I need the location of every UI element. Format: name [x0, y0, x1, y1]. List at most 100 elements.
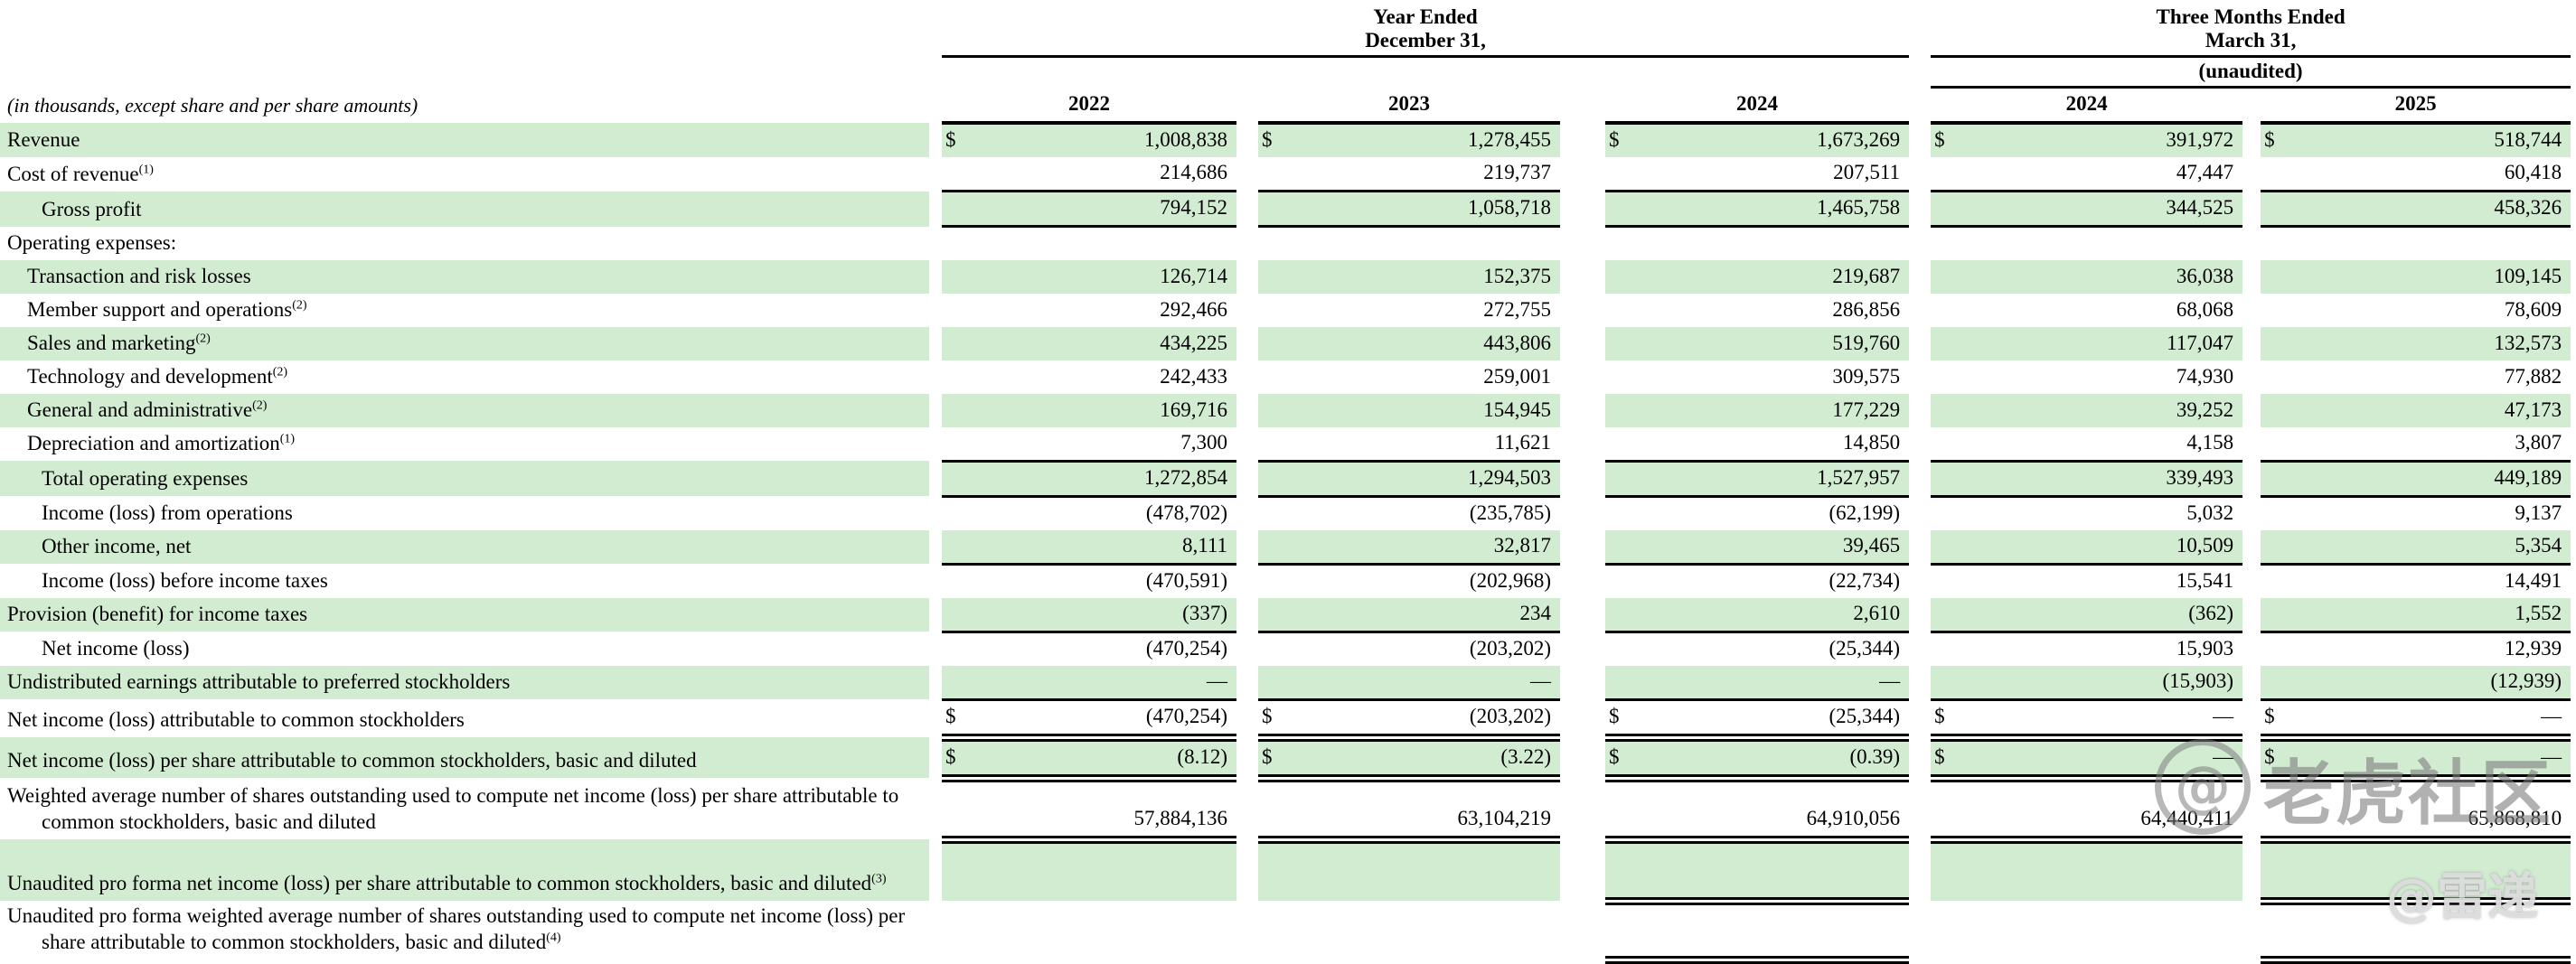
cell-value: —: [2293, 737, 2571, 782]
cell-value: (202,968): [1469, 568, 1551, 592]
column-gutter: [1236, 699, 1258, 737]
cell-value: 1,058,718: [1291, 191, 1560, 228]
dollar-sign: $: [1605, 699, 1638, 742]
cell-value: [1963, 901, 2242, 959]
footnote-marker: (4): [546, 931, 561, 945]
right-margin: [2571, 192, 2576, 227]
dollar-sign: [1931, 901, 1963, 959]
row-label-text: Weighted average number of shares outsta…: [7, 784, 899, 833]
column-gutter: [929, 192, 942, 227]
column-gutter: [1236, 839, 1258, 901]
cell-value: 152,375: [1291, 259, 1560, 294]
column-gutter: [1236, 294, 1258, 327]
column-gutter: [1909, 394, 1931, 427]
column-gutter: [929, 632, 942, 666]
column-gutter: [929, 530, 942, 565]
cell-value: 10,509: [1963, 529, 2243, 566]
column-gutter: [1560, 598, 1605, 632]
column-gutter: [1909, 327, 1931, 360]
column-gutter: [1236, 666, 1258, 700]
dollar-sign: [942, 360, 974, 394]
dollar-sign: [2261, 597, 2294, 633]
dollar-sign: [1258, 157, 1291, 192]
column-gutter: [1909, 564, 1931, 598]
column-gutter: [1909, 632, 1931, 666]
cell-value: 518,744: [2293, 123, 2571, 157]
dollar-sign: $: [1258, 737, 1291, 782]
cell-value: 234: [1291, 597, 1560, 633]
cell-value: 1,294,503: [1291, 461, 1560, 498]
table-row: Weighted average number of shares outsta…: [0, 778, 2576, 844]
row-label-text: Undistributed earnings attributable to p…: [7, 670, 511, 693]
cell-value: —: [974, 665, 1236, 701]
column-gutter: [929, 839, 942, 901]
right-margin: [2571, 87, 2576, 123]
dollar-sign: $: [1605, 123, 1638, 157]
cell-value: 339,493: [1963, 461, 2243, 498]
column-gutter: [1560, 461, 1605, 496]
column-gutter: [1909, 56, 1931, 87]
dollar-sign: [2261, 393, 2294, 427]
dollar-sign: [942, 393, 974, 427]
column-gutter: [1236, 327, 1258, 360]
dollar-sign: [1931, 632, 1963, 666]
dollar-sign: $: [942, 737, 974, 782]
cell-value: 242,433: [1160, 364, 1227, 388]
column-gutter: [2242, 394, 2261, 427]
dollar-sign: [1931, 461, 1964, 498]
row-label: Unaudited pro forma net income (loss) pe…: [0, 839, 929, 901]
column-gutter: [2242, 901, 2261, 959]
right-margin: [2571, 123, 2576, 157]
dollar-sign: [1605, 393, 1638, 427]
column-gutter: [2242, 87, 2261, 123]
dollar-sign: [1931, 564, 1963, 598]
row-label-text: Provision (benefit) for income taxes: [7, 603, 308, 625]
dollar-sign: [1258, 191, 1291, 228]
dollar-sign: [1605, 326, 1638, 360]
column-gutter: [929, 157, 942, 192]
cell-value: 68,068: [2176, 297, 2234, 321]
right-margin: [2571, 496, 2576, 530]
column-gutter: [1909, 699, 1931, 737]
column-gutter: [1560, 839, 1605, 901]
cell-value: 214,686: [974, 157, 1236, 192]
cell-value: 32,817: [1291, 529, 1560, 566]
cell-value: [1291, 227, 1560, 260]
row-label: Operating expenses:: [0, 227, 929, 260]
column-gutter: [1560, 737, 1605, 778]
column-gutter: [1909, 227, 1931, 260]
dollar-sign: [2261, 294, 2293, 327]
column-header-fy2024: 2024: [1605, 87, 1910, 125]
dollar-sign: $: [1931, 737, 1964, 782]
table-row: Unaudited pro forma net income (loss) pe…: [0, 839, 2576, 905]
cell-value: 77,882: [2504, 364, 2562, 388]
dollar-sign: [942, 191, 974, 228]
cell-value: 207,511: [1638, 157, 1910, 192]
table-row: Revenue $1,008,838 $1,278,455 $1,673,269 $39…: [0, 123, 2576, 157]
dollar-sign: [1605, 157, 1638, 192]
column-gutter: [1909, 496, 1931, 530]
column-gutter: [1560, 227, 1605, 260]
cell-value: 443,806: [1291, 326, 1560, 360]
column-gutter: [1236, 260, 1258, 294]
cell-value: (0.39): [1638, 737, 1910, 782]
unaudited-label: (unaudited): [1931, 56, 2571, 89]
row-label: Depreciation and amortization(1): [0, 427, 929, 462]
cell-value: [974, 901, 1236, 959]
header-spacer: [0, 56, 942, 87]
cell-value: [974, 839, 1236, 901]
footnote-marker: (2): [195, 331, 211, 345]
dollar-sign: [1605, 778, 1638, 844]
annual-period-line1: Year Ended: [1373, 5, 1478, 28]
row-label: Cost of revenue(1): [0, 157, 929, 192]
right-margin: [2571, 394, 2576, 427]
footnote-marker: (2): [292, 297, 307, 312]
dollar-sign: [1605, 901, 1638, 964]
cell-value: 15,903: [2176, 636, 2234, 660]
dollar-sign: [2261, 157, 2294, 192]
row-label-text: General and administrative: [27, 398, 253, 421]
column-gutter: [1560, 294, 1605, 327]
annual-period-header: Year Ended December 31,: [942, 0, 1910, 58]
column-gutter: [1909, 530, 1931, 565]
column-gutter: [2242, 778, 2261, 839]
